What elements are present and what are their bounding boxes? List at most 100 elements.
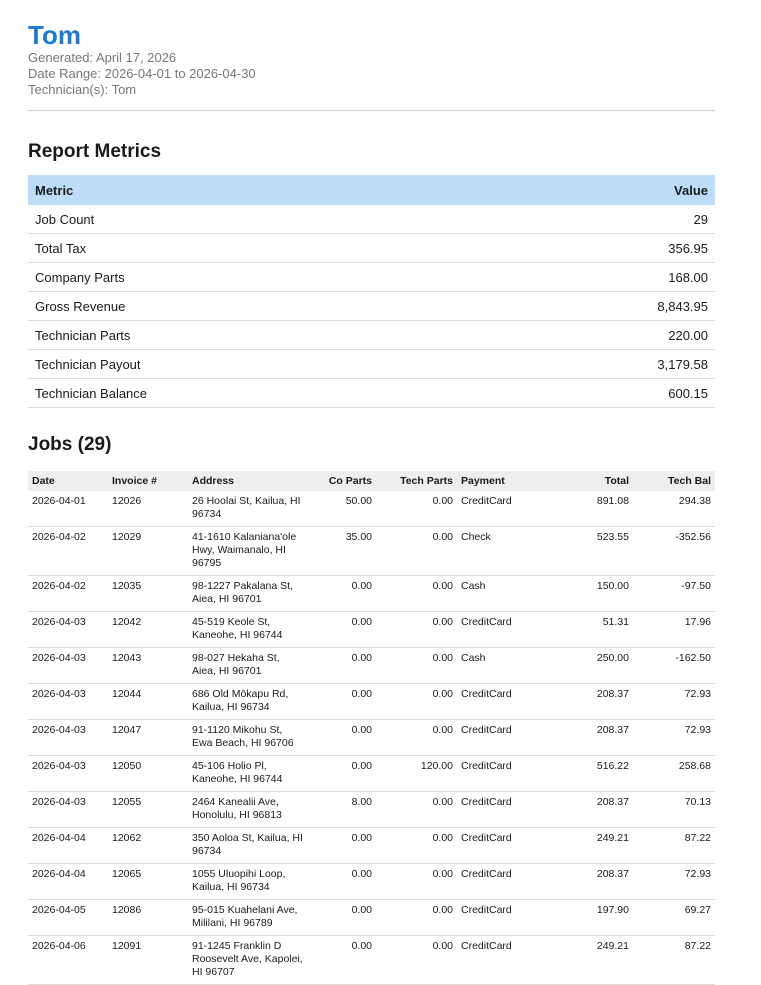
job-address: 41-1610 Kalaniana'ole Hwy, Waimanalo, HI…	[188, 526, 308, 576]
job-tech-parts: 120.00	[376, 755, 457, 792]
metric-row: Technician Payout 3,179.58	[28, 349, 715, 379]
metric-value: 29	[482, 205, 715, 234]
metric-row: Gross Revenue 8,843.95	[28, 291, 715, 321]
job-co-parts: 8.00	[308, 791, 376, 828]
job-co-parts: 0.00	[308, 935, 376, 985]
job-total: 208.37	[539, 863, 633, 900]
job-total: 516.22	[539, 755, 633, 792]
metric-row: Total Tax 356.95	[28, 233, 715, 263]
table-row: 2026-04-03 12044 686 Old Mōkapu Rd, Kailua…	[28, 683, 715, 720]
job-payment: Check	[457, 526, 539, 576]
job-co-parts: 0.00	[308, 719, 376, 756]
job-date: 2026-04-03	[28, 647, 108, 684]
job-co-parts: 0.00	[308, 899, 376, 936]
tech-parts-column-header: Tech Parts	[376, 471, 457, 491]
job-tech-bal: 72.93	[633, 719, 715, 756]
table-row: 2026-04-03 12042 45-519 Keole St, Kaneohe,…	[28, 611, 715, 648]
job-address: 2464 Kanealii Ave, Honolulu, HI 96813	[188, 791, 308, 828]
table-row: 2026-04-03 12043 98-027 Hekaha St, Aiea, H…	[28, 647, 715, 684]
table-row: 2026-04-04 12062 350 Aoloa St, Kailua, HI …	[28, 827, 715, 864]
job-date: 2026-04-05	[28, 899, 108, 936]
job-total: 523.55	[539, 526, 633, 576]
metrics-table: Metric Value Job Count 29 Total Tax 356.95 C…	[28, 175, 715, 408]
jobs-table: Date Invoice # Address Co Parts Tech Par…	[28, 471, 715, 985]
address-column-header: Address	[188, 471, 308, 491]
job-invoice: 12042	[108, 611, 188, 648]
job-payment: CreditCard	[457, 899, 539, 936]
job-co-parts: 0.00	[308, 755, 376, 792]
metric-name: Technician Parts	[28, 320, 483, 350]
metric-name: Job Count	[28, 205, 483, 234]
job-invoice: 12047	[108, 719, 188, 756]
metric-value: 220.00	[482, 320, 715, 350]
job-tech-bal: 70.13	[633, 791, 715, 828]
metric-row: Technician Parts 220.00	[28, 320, 715, 350]
table-row: 2026-04-01 12026 26 Hoolai St, Kailua, HI …	[28, 491, 715, 527]
job-total: 51.31	[539, 611, 633, 648]
page-title: Tom	[28, 20, 81, 50]
job-tech-parts: 0.00	[376, 611, 457, 648]
table-row: 2026-04-06 12091 91-1245 Franklin D Roosev…	[28, 935, 715, 985]
metric-row: Company Parts 168.00	[28, 262, 715, 292]
job-date: 2026-04-03	[28, 611, 108, 648]
job-tech-bal: 72.93	[633, 863, 715, 900]
job-payment: Cash	[457, 647, 539, 684]
metric-column-header: Metric	[28, 175, 483, 205]
invoice-column-header: Invoice #	[108, 471, 188, 491]
job-co-parts: 0.00	[308, 575, 376, 612]
job-tech-parts: 0.00	[376, 863, 457, 900]
job-total: 208.37	[539, 683, 633, 720]
job-tech-parts: 0.00	[376, 491, 457, 527]
metric-name: Gross Revenue	[28, 291, 483, 321]
generated-date: Generated: April 17, 2026	[28, 50, 177, 65]
job-tech-bal: 294.38	[633, 491, 715, 527]
table-row: 2026-04-02 12035 98-1227 Pakalana St, Aiea…	[28, 575, 715, 612]
job-invoice: 12086	[108, 899, 188, 936]
job-invoice: 12091	[108, 935, 188, 985]
metrics-body: Job Count 29 Total Tax 356.95 Company Parts 1…	[28, 205, 715, 408]
job-invoice: 12050	[108, 755, 188, 792]
job-invoice: 12029	[108, 526, 188, 576]
table-row: 2026-04-04 12065 1055 Uluopihi Loop, Kailu…	[28, 863, 715, 900]
job-total: 249.21	[539, 827, 633, 864]
jobs-heading: Jobs (29)	[28, 434, 112, 455]
metric-name: Company Parts	[28, 262, 483, 292]
job-date: 2026-04-03	[28, 791, 108, 828]
job-tech-bal: -97.50	[633, 575, 715, 612]
payment-column-header: Payment	[457, 471, 539, 491]
date-column-header: Date	[28, 471, 108, 491]
job-total: 150.00	[539, 575, 633, 612]
metric-value: 3,179.58	[482, 349, 715, 379]
job-total: 250.00	[539, 647, 633, 684]
job-invoice: 12062	[108, 827, 188, 864]
job-payment: CreditCard	[457, 683, 539, 720]
job-date: 2026-04-03	[28, 683, 108, 720]
job-tech-parts: 0.00	[376, 575, 457, 612]
table-row: 2026-04-03 12047 91-1120 Mikohu St, Ewa Be…	[28, 719, 715, 756]
metric-row: Technician Balance 600.15	[28, 378, 715, 408]
job-date: 2026-04-04	[28, 827, 108, 864]
technicians: Technician(s): Tom	[28, 82, 137, 97]
metric-name: Technician Balance	[28, 378, 483, 408]
job-tech-bal: 258.68	[633, 755, 715, 792]
job-date: 2026-04-06	[28, 935, 108, 985]
job-address: 98-1227 Pakalana St, Aiea, HI 96701	[188, 575, 308, 612]
job-co-parts: 0.00	[308, 683, 376, 720]
metric-value: 8,843.95	[482, 291, 715, 321]
job-address: 91-1120 Mikohu St, Ewa Beach, HI 96706	[188, 719, 308, 756]
metric-name: Technician Payout	[28, 349, 483, 379]
table-row: 2026-04-03 12055 2464 Kanealii Ave, Honolu…	[28, 791, 715, 828]
job-co-parts: 0.00	[308, 647, 376, 684]
metric-value: 600.15	[482, 378, 715, 408]
job-tech-parts: 0.00	[376, 935, 457, 985]
job-address: 350 Aoloa St, Kailua, HI 96734	[188, 827, 308, 864]
job-total: 197.90	[539, 899, 633, 936]
job-payment: CreditCard	[457, 491, 539, 527]
table-row: 2026-04-02 12029 41-1610 Kalaniana'ole Hwy…	[28, 526, 715, 576]
metrics-heading: Report Metrics	[28, 141, 162, 162]
job-tech-bal: 69.27	[633, 899, 715, 936]
job-invoice: 12055	[108, 791, 188, 828]
job-tech-bal: 87.22	[633, 935, 715, 985]
job-total: 208.37	[539, 791, 633, 828]
metric-name: Total Tax	[28, 233, 483, 263]
